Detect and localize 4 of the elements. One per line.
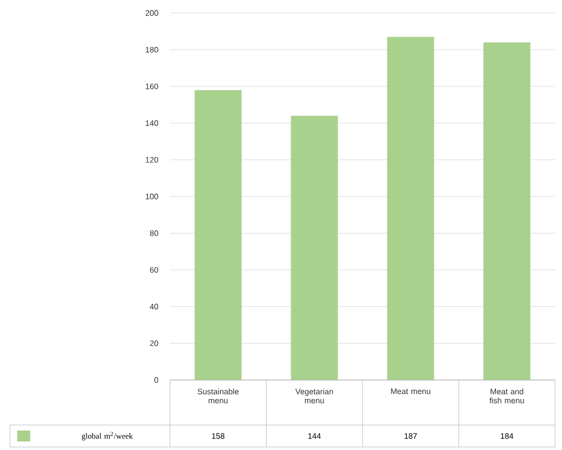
bar (387, 36, 434, 380)
bar (290, 116, 338, 380)
bar (483, 42, 530, 380)
bar (194, 90, 242, 380)
